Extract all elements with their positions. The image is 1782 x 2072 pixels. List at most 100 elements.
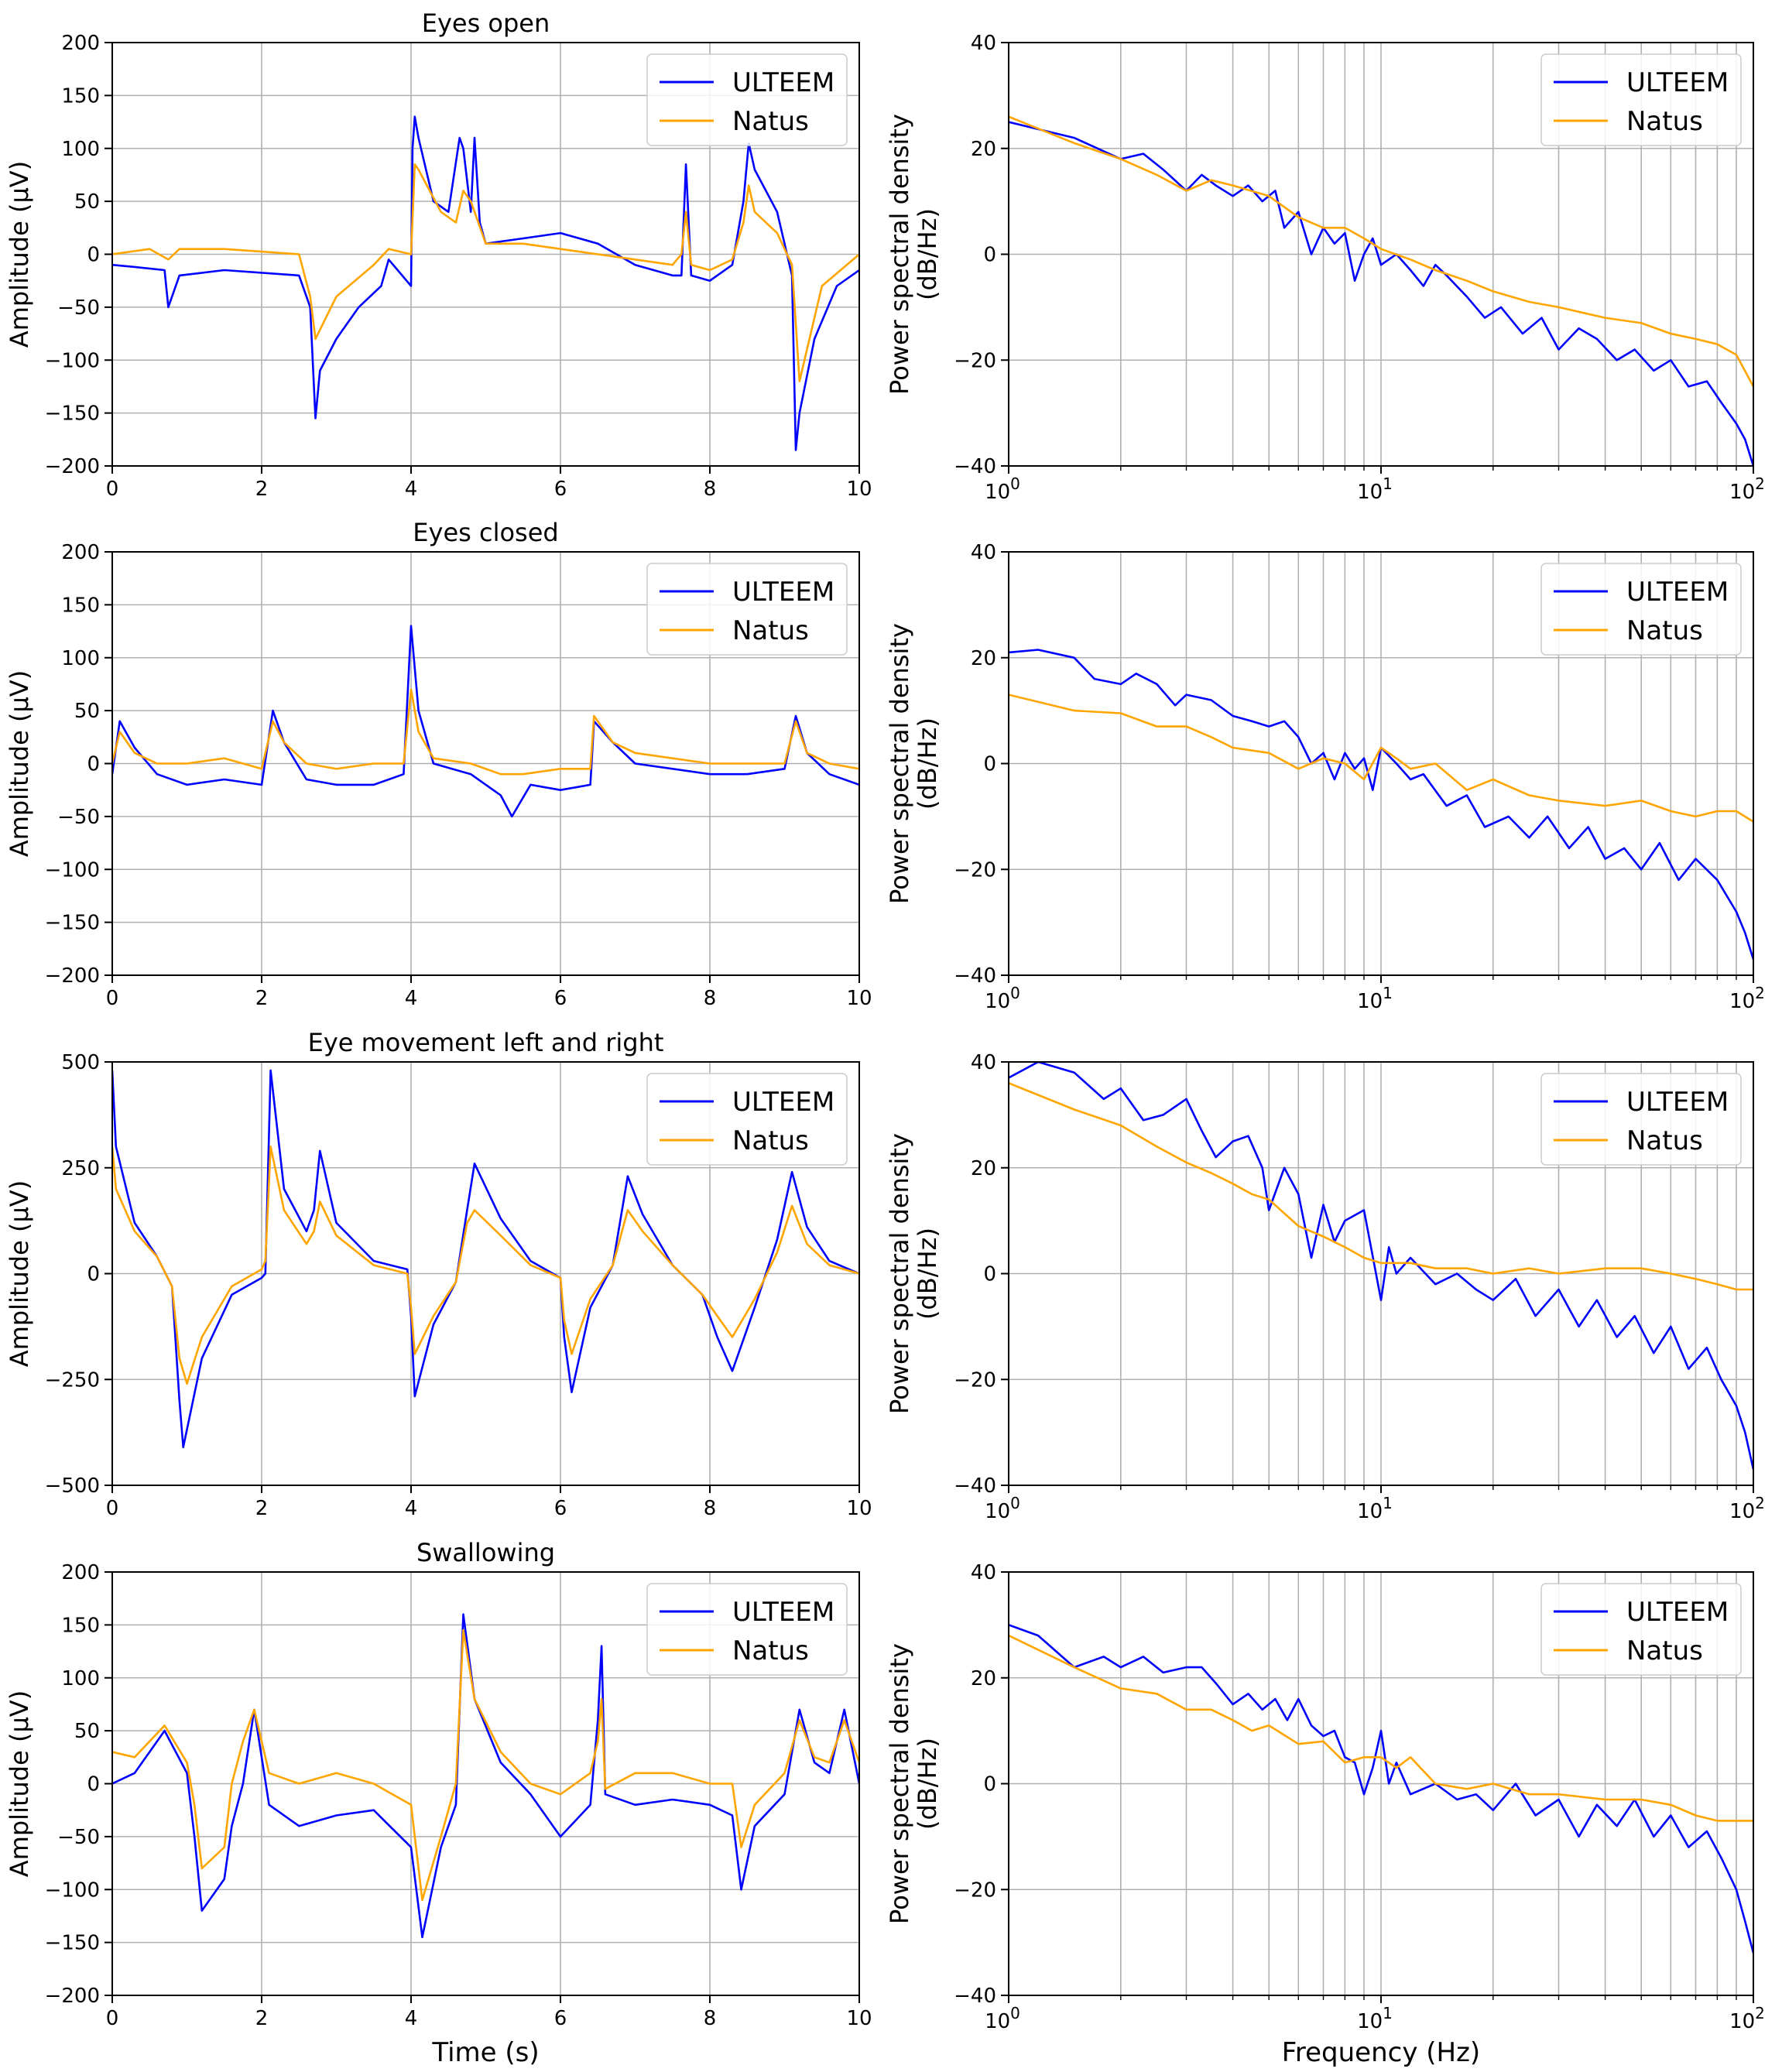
x-tick-label: 4 [405,2007,418,2030]
y-tick-label: 150 [61,1614,100,1637]
x-tick-label: 10 [846,1497,872,1520]
time-panel-1: 0 2 4 6 8 10 −200 −150 −100 −50 0 50 100 150 200 Eyes o… [5,9,872,501]
legend-box [1540,1073,1742,1166]
y-tick-label: 0 [983,753,996,776]
y-axis-label-line1: Power spectral density [885,1643,914,1924]
y-axis-label: Amplitude (µV) [5,161,34,348]
x-tick-label: 100 [985,474,1020,504]
x-tick-label: 0 [106,478,119,501]
x-tick-label: 4 [405,478,418,501]
legend-label-ulteem: ULTEEM [1626,67,1729,98]
y-tick-label: 20 [971,138,996,161]
legend: ULTEEM Natus [646,563,848,656]
y-tick-label: 200 [61,32,100,55]
y-axis-label: Amplitude (µV) [5,670,34,857]
time-panel-3: 0 2 4 6 8 10 −500 −250 0 250 500 Eye movement left … [5,1028,872,1520]
legend-label-natus: Natus [732,1125,809,1156]
legend-label-ulteem: ULTEEM [1626,577,1729,608]
time-panel-4: 0 2 4 6 8 10 −200 −150 −100 −50 0 50 100 150 200 Swallo… [5,1538,872,2068]
y-tick-label: 40 [971,32,996,55]
series-line-natus [112,688,859,776]
y-tick-label: 40 [971,541,996,564]
x-tick-label: 100 [985,2004,1020,2033]
x-tick-label: 10 [846,987,872,1010]
panel-title: Eyes closed [413,518,558,547]
psd-panel-3: 100 101 102 −40 −20 0 20 40 Power spectral densi… [885,1051,1765,1523]
x-tick-label: 101 [1357,2004,1393,2033]
y-tick-label: 0 [983,1263,996,1286]
panel-title: Eyes open [422,9,550,38]
y-tick-label: 0 [983,244,996,267]
y-tick-label: 100 [61,647,100,670]
x-tick-label: 0 [106,987,119,1010]
y-tick-label: 20 [971,647,996,670]
legend-label-ulteem: ULTEEM [732,67,834,98]
y-tick-label: −20 [954,349,996,372]
y-tick-label: −100 [45,349,100,372]
series-line-natus [1009,694,1753,823]
y-tick-label: 50 [74,700,100,723]
y-tick-label: 500 [61,1051,100,1074]
y-tick-label: 0 [87,1263,100,1286]
y-tick-label: −150 [45,1932,100,1955]
legend: ULTEEM Natus [1540,1583,1742,1676]
x-tick-label: 101 [1357,984,1393,1013]
series-line-natus [1009,1634,1753,1822]
y-tick-label: 200 [61,1561,100,1584]
y-tick-label: −20 [954,858,996,882]
x-tick-label: 101 [1357,474,1393,504]
y-tick-label: −150 [45,402,100,426]
y-tick-label: 20 [971,1667,996,1690]
x-tick-label: 6 [554,987,567,1010]
x-tick-label: 8 [704,987,717,1010]
y-tick-label: −40 [954,964,996,988]
legend: ULTEEM Natus [1540,1073,1742,1166]
series-line-natus [112,1628,859,1902]
legend-label-natus: Natus [1626,1635,1703,1666]
y-tick-label: 50 [74,1720,100,1743]
legend-box [1540,53,1742,146]
legend-label-ulteem: ULTEEM [732,1597,834,1628]
y-tick-label: −100 [45,1878,100,1902]
y-tick-label: −200 [45,964,100,988]
legend-box [646,53,848,146]
series-line-natus [1009,1082,1753,1291]
y-tick-label: 40 [971,1051,996,1074]
x-tick-label: 101 [1357,1494,1393,1523]
legend-label-natus: Natus [732,1635,809,1666]
y-tick-label: −50 [57,296,100,320]
y-axis-label-line1: Power spectral density [885,623,914,904]
y-axis-label-line1: Power spectral density [885,1133,914,1414]
legend-label-natus: Natus [1626,106,1703,137]
legend: ULTEEM Natus [646,1583,848,1676]
series-line-ulteem [1009,1062,1753,1470]
x-tick-label: 102 [1729,2004,1765,2033]
y-tick-label: 250 [61,1157,100,1180]
psd-panel-4: 100 101 102 −40 −20 0 20 40 Power spectral densi… [885,1561,1765,2068]
x-tick-label: 100 [985,984,1020,1013]
legend-label-ulteem: ULTEEM [732,577,834,608]
psd-panel-1: 100 101 102 −40 −20 0 20 40 Power spectral densi… [885,32,1765,504]
x-tick-label: 6 [554,478,567,501]
series-line-ulteem [1009,649,1753,960]
legend-label-natus: Natus [1626,1125,1703,1156]
legend: ULTEEM Natus [1540,53,1742,146]
x-tick-label: 6 [554,2007,567,2030]
legend-box [646,1073,848,1166]
legend-box [1540,1583,1742,1676]
legend: ULTEEM Natus [646,1073,848,1166]
x-tick-label: 4 [405,1497,418,1520]
legend-label-natus: Natus [732,106,809,137]
y-tick-label: 0 [983,1773,996,1796]
legend-label-ulteem: ULTEEM [1626,1597,1729,1628]
legend-label-natus: Natus [1626,615,1703,646]
y-axis-label-line2: (dB/Hz) [913,208,942,300]
y-tick-label: 40 [971,1561,996,1584]
y-tick-label: 0 [87,244,100,267]
legend-box [1540,563,1742,656]
series-line-natus [112,163,859,382]
y-tick-label: 100 [61,138,100,161]
time-panel-2: 0 2 4 6 8 10 −200 −150 −100 −50 0 50 100 150 200 Eyes c… [5,518,872,1010]
y-tick-label: −20 [954,1878,996,1902]
x-tick-label: 8 [704,2007,717,2030]
